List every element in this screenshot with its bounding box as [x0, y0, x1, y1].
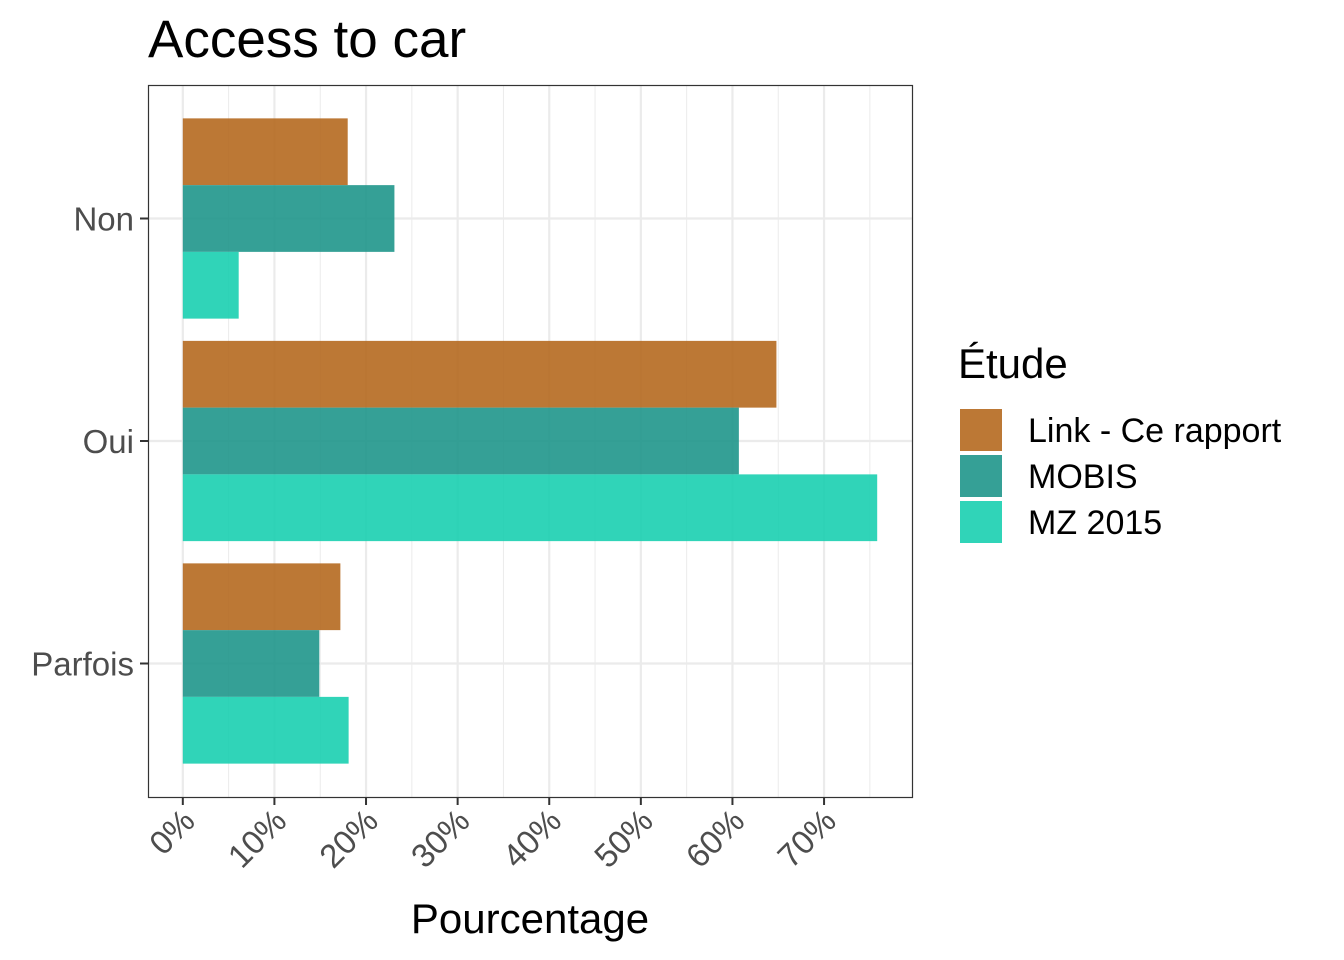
bar-oui-1: [182, 407, 739, 475]
legend-label: MOBIS: [1028, 458, 1138, 496]
x-tick-label: 0%: [142, 802, 202, 862]
x-tick-label: 70%: [770, 802, 843, 875]
x-tick-label: 30%: [404, 802, 477, 875]
x-axis-title: Pourcentage: [411, 895, 649, 942]
chart-title: Access to car: [148, 10, 466, 69]
y-tick-label: Oui: [83, 423, 134, 460]
legend-key-swatch: [960, 455, 1002, 497]
x-tick-label: 60%: [679, 802, 752, 875]
legend-title: Étude: [958, 340, 1068, 387]
bar-oui-2: [182, 474, 878, 542]
bar-parfois-0: [182, 563, 341, 631]
legend-key-swatch: [960, 501, 1002, 543]
legend-label: Link - Ce rapport: [1028, 412, 1282, 450]
bar-non-0: [182, 118, 348, 186]
plot-panel-border: [147, 84, 914, 799]
legend-key-swatch: [960, 409, 1002, 451]
bar-parfois-1: [182, 630, 320, 697]
x-tick-label: 40%: [495, 802, 568, 875]
x-tick-label: 50%: [587, 802, 660, 875]
bar-non-1: [182, 185, 395, 252]
y-tick-label: Parfois: [31, 646, 134, 683]
bar-oui-0: [182, 340, 777, 408]
bar-non-2: [182, 251, 239, 319]
x-axis: 0% 10% 20% 30% 40% 50% 60% 70%: [142, 797, 843, 875]
y-tick-label: Non: [73, 201, 134, 238]
legend: Étude Link - Ce rapport MOBIS MZ 2015: [958, 340, 1282, 543]
y-axis: Non Oui Parfois: [31, 201, 148, 683]
bars: [182, 118, 878, 764]
legend-label: MZ 2015: [1028, 504, 1162, 542]
bar-parfois-2: [182, 696, 349, 764]
x-tick-label: 20%: [312, 802, 385, 875]
x-tick-label: 10%: [220, 802, 293, 875]
